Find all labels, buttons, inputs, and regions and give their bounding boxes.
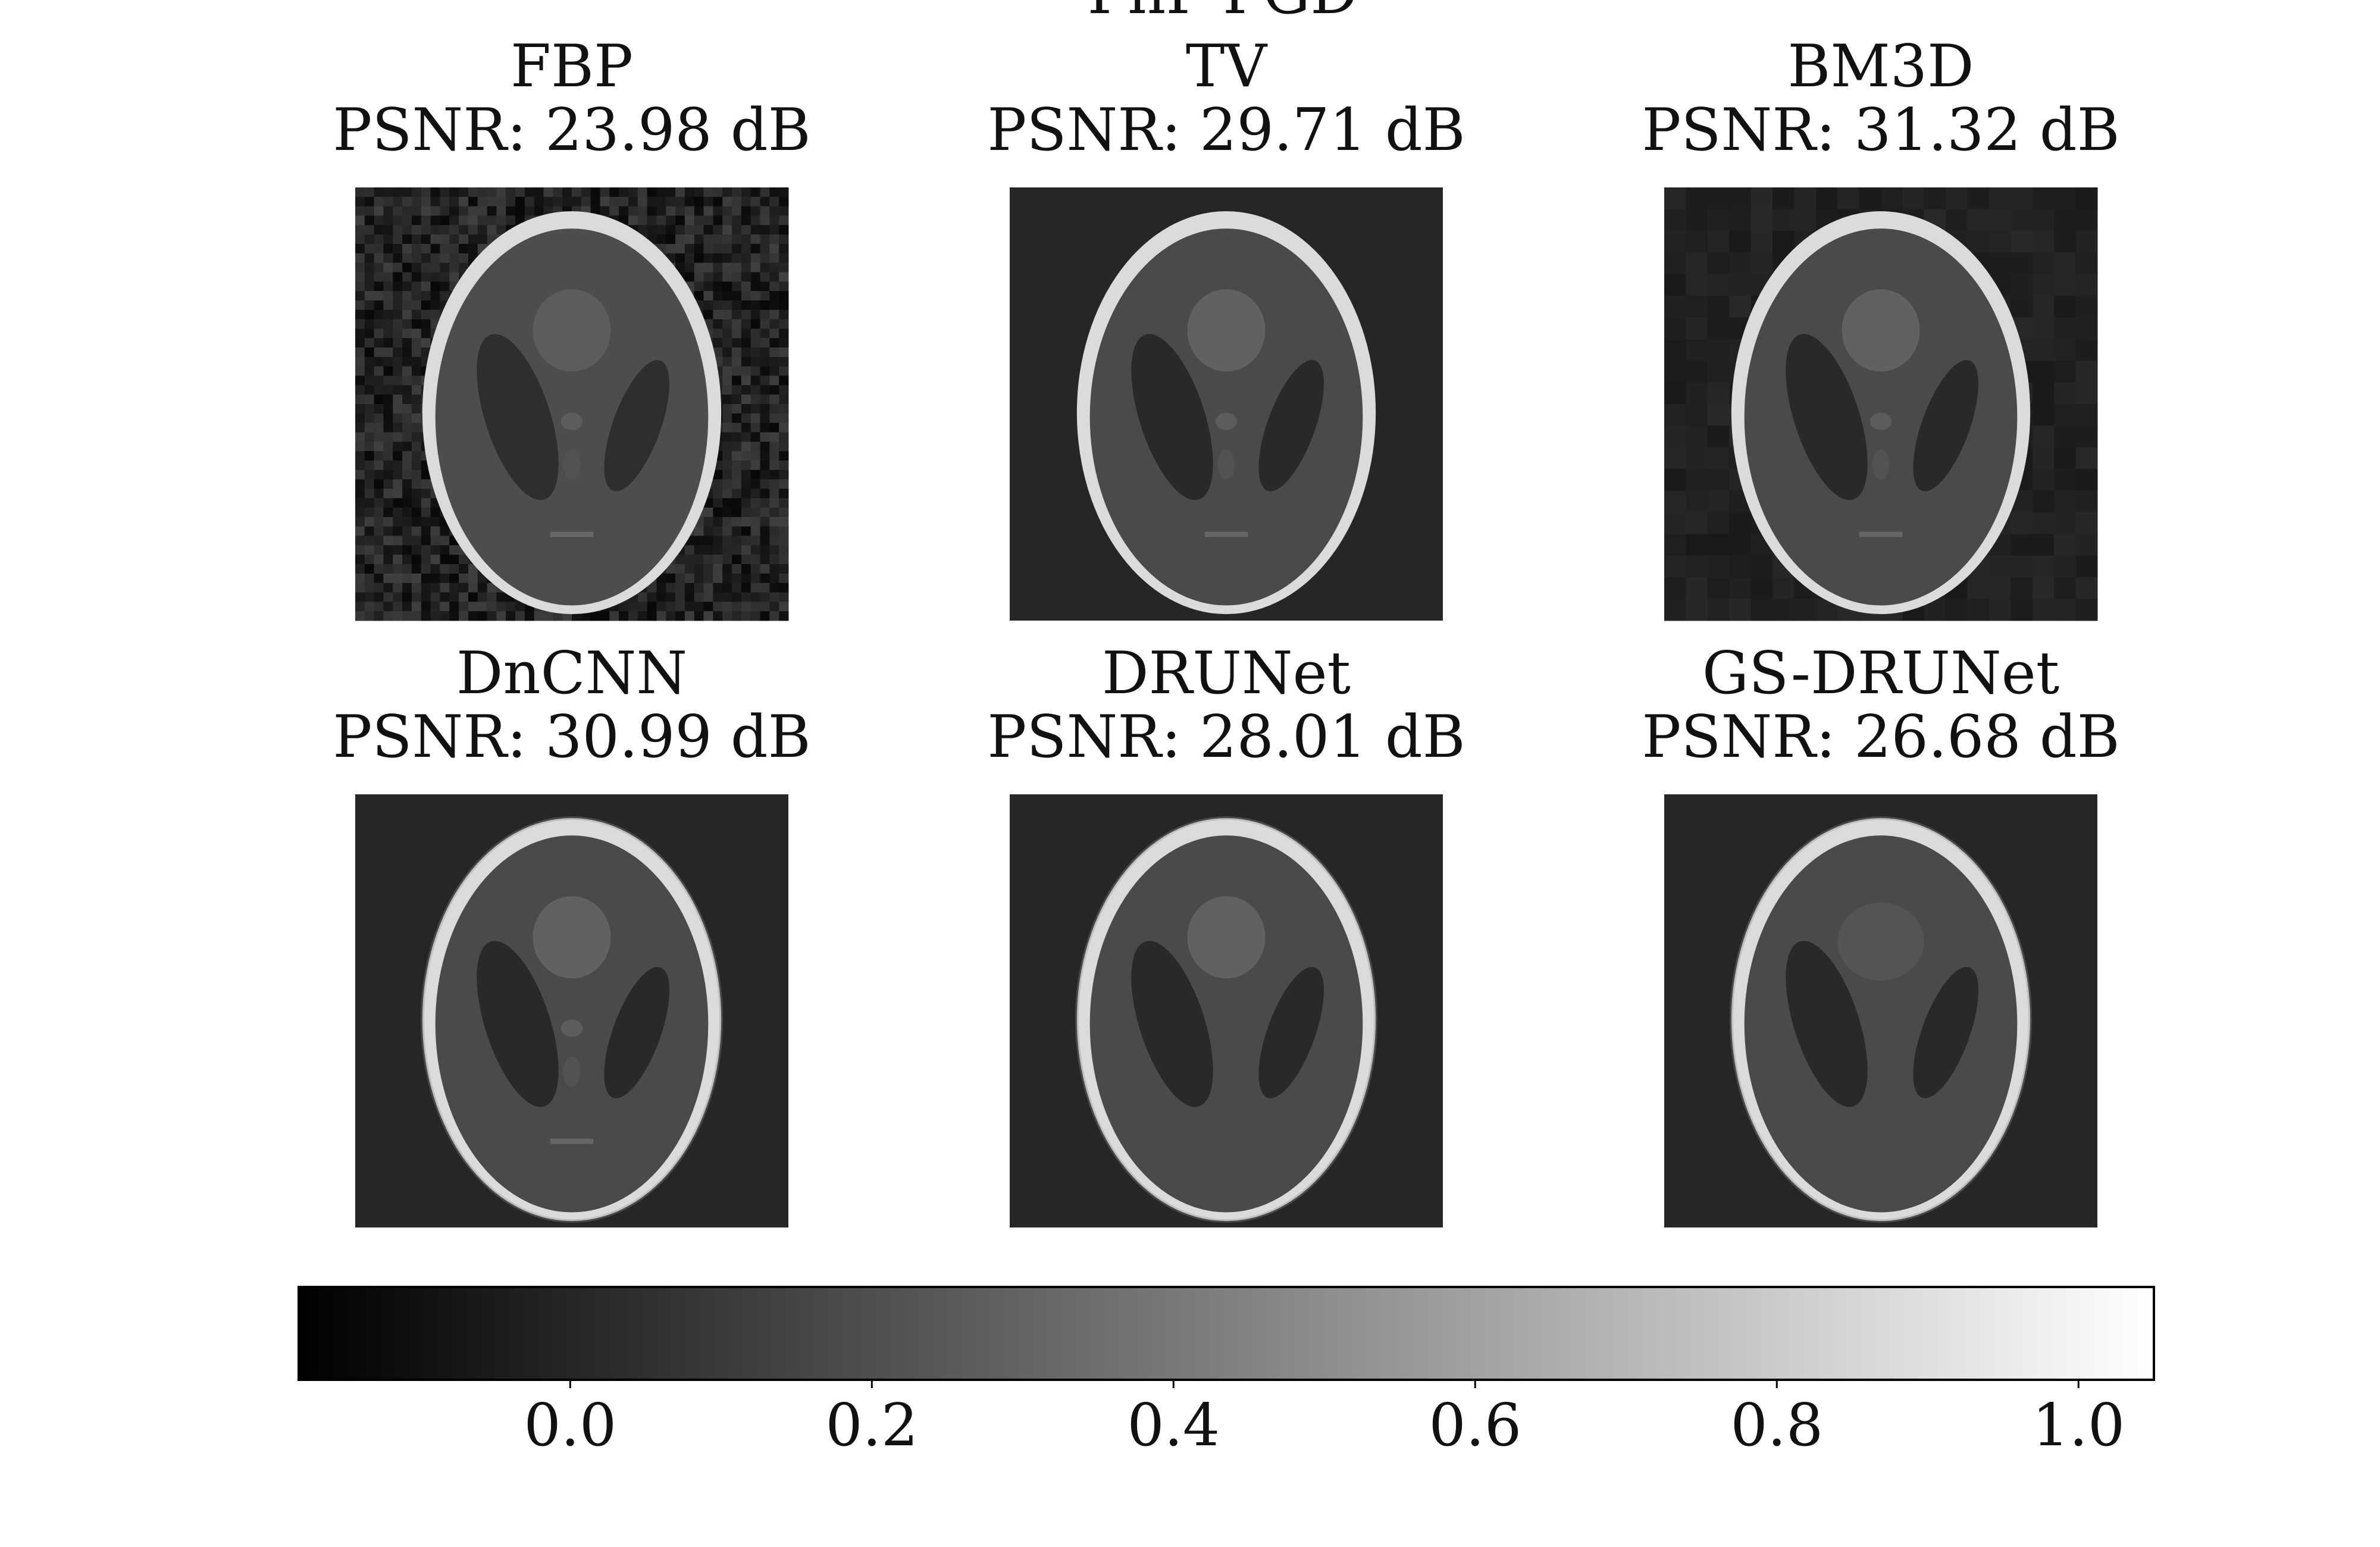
colorbar-tick-label: 0.8 — [1730, 1392, 1823, 1460]
reconstruction-image — [355, 794, 788, 1227]
panel-psnr: PSNR: 31.32 dB — [1642, 96, 2119, 164]
panel-psnr: PSNR: 30.99 dB — [333, 703, 810, 771]
colorbar-gradient — [298, 1286, 2155, 1381]
colorbar-tick-label: 0.2 — [825, 1392, 918, 1460]
panel-psnr: PSNR: 26.68 dB — [1642, 703, 2119, 771]
panel-psnr: PSNR: 23.98 dB — [333, 96, 810, 164]
colorbar: 0.0 0.2 0.4 0.6 0.8 1.0 — [298, 1286, 2155, 1460]
colorbar-tick-label: 0.0 — [524, 1392, 616, 1460]
colorbar-tick-label: 1.0 — [2032, 1392, 2125, 1460]
reconstruction-image — [355, 187, 789, 621]
colorbar-tick-label: 0.6 — [1429, 1392, 1521, 1460]
colorbar-tick-label: 0.4 — [1127, 1392, 1220, 1460]
panel-title: BM3D — [1787, 33, 1974, 101]
panel-psnr: PSNR: 28.01 dB — [987, 703, 1465, 771]
reconstruction-image — [1010, 794, 1443, 1227]
panel-psnr: PSNR: 29.71 dB — [987, 96, 1465, 164]
reconstruction-image — [1664, 794, 2097, 1227]
panel-title: DnCNN — [456, 640, 687, 707]
panel-title: DRUNet — [1102, 640, 1351, 707]
reconstruction-image — [1664, 187, 2098, 621]
reconstruction-image — [1010, 187, 1443, 621]
panel-title: TV — [1186, 33, 1268, 101]
panel-title: GS-DRUNet — [1702, 640, 2059, 707]
figure-suptitle: PnP-PGD — [1088, 0, 1358, 27]
panel-title: FBP — [511, 33, 633, 101]
